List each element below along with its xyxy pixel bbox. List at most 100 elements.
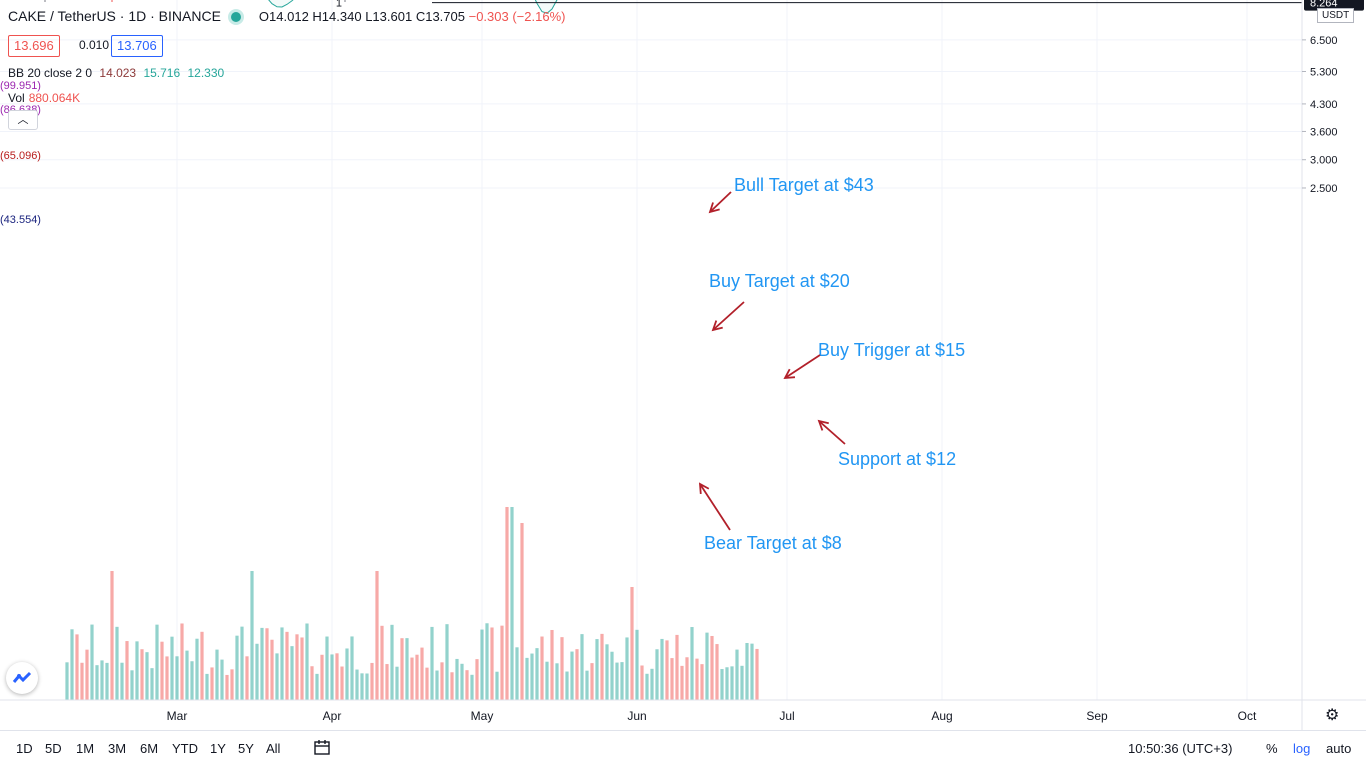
- timeframe-1m[interactable]: 1M: [76, 741, 95, 756]
- volume-bar: [395, 666, 399, 700]
- volume-bar: [680, 665, 684, 700]
- volume-bar: [640, 665, 644, 700]
- annotation-arrow: [699, 483, 731, 531]
- volume-bar: [270, 639, 274, 700]
- ghost-label-1: (99.951): [0, 80, 41, 92]
- volume-bar: [85, 649, 89, 700]
- symbol-header[interactable]: CAKE / TetherUS · 1D · BINANCE O14.012 H1…: [8, 8, 565, 24]
- volume-bar: [360, 673, 364, 700]
- volume-bar: [380, 625, 384, 700]
- time-label: May: [471, 709, 494, 723]
- volume-bar: [230, 669, 234, 700]
- volume-bar: [615, 662, 619, 700]
- volume-bar: [245, 656, 249, 700]
- volume-bar: [690, 627, 694, 700]
- sell-price-button[interactable]: 13.696: [8, 35, 60, 57]
- market-status-icon: [230, 12, 241, 22]
- clock-readout[interactable]: 10:50:36 (UTC+3): [1128, 741, 1233, 756]
- buy-price-button[interactable]: 13.706: [111, 35, 163, 57]
- timeframe-ytd[interactable]: YTD: [172, 741, 198, 756]
- date-range-icon[interactable]: [312, 739, 332, 762]
- price-chart[interactable]: 00.2360.3820.50.6180.7861 Bull Target at…: [0, 0, 1366, 730]
- volume-bar: [725, 667, 729, 700]
- volume-bar: [600, 633, 604, 700]
- timeframe-5d[interactable]: 5D: [45, 741, 62, 756]
- volume-bar: [540, 636, 544, 700]
- symbol-title[interactable]: CAKE / TetherUS · 1D · BINANCE: [8, 8, 221, 24]
- volume-bar: [325, 636, 329, 700]
- timeframe-1y[interactable]: 1Y: [210, 741, 226, 756]
- volume-bar: [505, 507, 509, 700]
- auto-toggle[interactable]: auto: [1326, 741, 1352, 756]
- annotation-arrowhead: [708, 202, 720, 214]
- volume-bar: [665, 640, 669, 700]
- bb-legend[interactable]: BB 20 close 2 0 14.023 15.716 12.330: [8, 66, 225, 80]
- volume-bar: [435, 670, 439, 700]
- volume-bar: [595, 639, 599, 700]
- volume-bar: [735, 649, 739, 700]
- volume-bar: [545, 661, 549, 700]
- volume-legend[interactable]: Vol 880.064K: [8, 91, 81, 105]
- horizontal-lines: [44, 0, 1302, 4]
- percent-toggle[interactable]: %: [1266, 741, 1278, 756]
- volume-bar: [155, 624, 159, 700]
- volume-bar: [430, 626, 434, 700]
- volume-bar: [165, 656, 169, 700]
- volume-bar: [715, 644, 719, 700]
- tradingview-logo-icon[interactable]: [6, 662, 38, 694]
- volume-bar: [145, 652, 149, 700]
- collapse-legend-button[interactable]: ︿: [8, 110, 38, 130]
- volume-bar: [700, 664, 704, 700]
- spread-value: 0.010: [79, 38, 110, 52]
- volume-bar: [550, 629, 554, 700]
- volume-bar: [235, 635, 239, 700]
- volume-bar: [415, 654, 419, 700]
- volume-bar: [95, 665, 99, 700]
- volume-bar: [220, 659, 224, 700]
- timeframe-3m[interactable]: 3M: [108, 741, 127, 756]
- annotation-label: Bear Target at $8: [704, 533, 842, 553]
- currency-unit[interactable]: USDT: [1317, 8, 1355, 23]
- timeframe-all[interactable]: All: [266, 741, 281, 756]
- volume-bar: [335, 653, 339, 700]
- fib-retracement: 00.2360.3820.50.6180.7861: [336, 0, 346, 10]
- volume-bar: [705, 632, 709, 700]
- volume-bar: [655, 649, 659, 700]
- volume-bar: [405, 638, 409, 700]
- volume-bar: [745, 643, 749, 700]
- volume-bar: [80, 662, 84, 700]
- ghost-label-3: (65.096): [0, 150, 41, 162]
- volume-bar: [115, 626, 119, 700]
- volume-bar: [320, 654, 324, 700]
- volume-bar: [590, 663, 594, 700]
- volume-bar: [630, 587, 634, 700]
- volume-bar: [65, 662, 69, 700]
- timeframe-5y[interactable]: 5Y: [238, 741, 254, 756]
- timeframe-1d[interactable]: 1D: [16, 741, 33, 756]
- volume-bar: [105, 662, 109, 700]
- volume-bar: [195, 638, 199, 700]
- volume-bar: [515, 647, 519, 700]
- volume-bar: [190, 661, 194, 700]
- volume-bar: [215, 649, 219, 700]
- time-label: Sep: [1086, 709, 1108, 723]
- volume-bars: [65, 507, 759, 700]
- volume-bar: [385, 664, 389, 700]
- volume-bar: [710, 635, 714, 700]
- volume-bar: [605, 644, 609, 700]
- time-label: Aug: [931, 709, 952, 723]
- log-toggle[interactable]: log: [1293, 741, 1311, 756]
- volume-bar: [530, 653, 534, 700]
- volume-bar: [575, 649, 579, 700]
- settings-gear-icon[interactable]: ⚙: [1325, 707, 1340, 724]
- volume-bar: [295, 634, 299, 700]
- volume-bar: [175, 656, 179, 700]
- annotation-arrow: [712, 301, 745, 331]
- volume-bar: [520, 523, 524, 700]
- volume-bar: [485, 623, 489, 700]
- price-tick-label: 6.500: [1310, 35, 1338, 47]
- timeframe-6m[interactable]: 6M: [140, 741, 159, 756]
- volume-bar: [375, 571, 379, 700]
- annotation-arrowhead: [817, 419, 829, 431]
- volume-bar: [305, 623, 309, 700]
